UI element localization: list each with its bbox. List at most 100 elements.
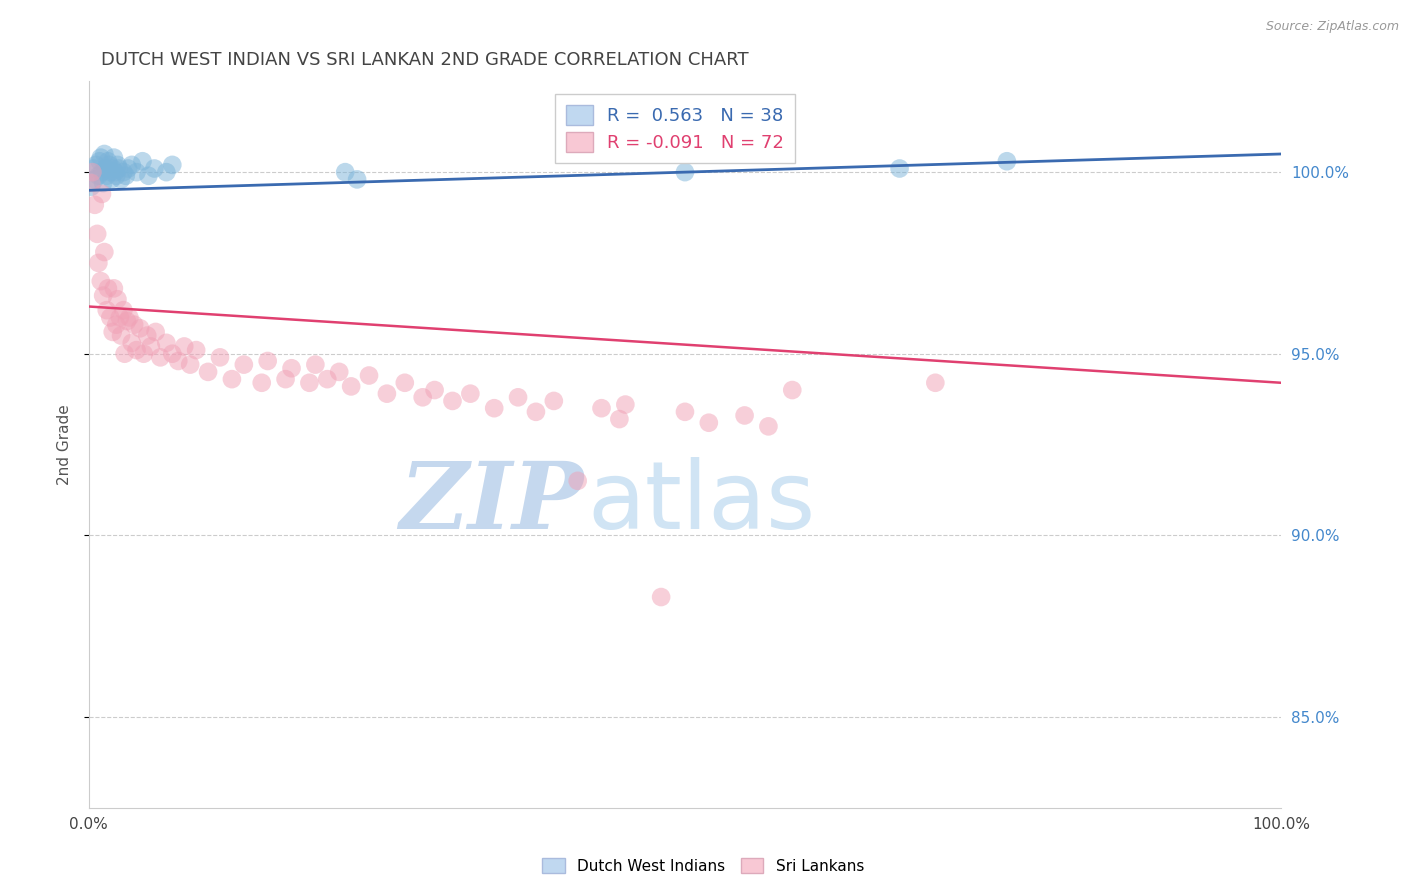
Point — [91, 288, 114, 302]
Point — [114, 347, 136, 361]
Point — [304, 358, 326, 372]
Point — [179, 358, 201, 372]
Point — [105, 318, 128, 332]
Legend: Dutch West Indians, Sri Lankans: Dutch West Indians, Sri Lankans — [536, 852, 870, 880]
Point — [162, 158, 184, 172]
Point — [96, 303, 118, 318]
Point — [186, 343, 208, 357]
Point — [94, 161, 117, 176]
Point — [173, 339, 195, 353]
Point — [335, 165, 357, 179]
Point — [125, 343, 148, 357]
Point — [108, 310, 131, 325]
Point — [145, 325, 167, 339]
Point — [91, 165, 114, 179]
Point — [91, 186, 114, 201]
Point — [441, 393, 464, 408]
Point — [221, 372, 243, 386]
Point — [673, 405, 696, 419]
Text: atlas: atlas — [588, 457, 815, 549]
Legend: R =  0.563   N = 38, R = -0.091   N = 72: R = 0.563 N = 38, R = -0.091 N = 72 — [555, 94, 796, 162]
Point — [110, 328, 132, 343]
Point — [298, 376, 321, 390]
Point — [101, 325, 124, 339]
Point — [591, 401, 613, 416]
Point — [167, 354, 190, 368]
Point — [567, 474, 589, 488]
Point — [697, 416, 720, 430]
Point — [256, 354, 278, 368]
Point — [98, 165, 121, 179]
Point — [780, 383, 803, 397]
Point — [98, 158, 121, 172]
Point — [734, 409, 756, 423]
Point — [112, 165, 135, 179]
Point — [155, 165, 177, 179]
Point — [118, 310, 141, 325]
Text: Source: ZipAtlas.com: Source: ZipAtlas.com — [1265, 20, 1399, 33]
Point — [316, 372, 339, 386]
Point — [84, 158, 107, 172]
Text: DUTCH WEST INDIAN VS SRI LANKAN 2ND GRADE CORRELATION CHART: DUTCH WEST INDIAN VS SRI LANKAN 2ND GRAD… — [101, 51, 748, 69]
Point — [162, 347, 184, 361]
Point — [121, 158, 143, 172]
Point — [650, 590, 672, 604]
Point — [250, 376, 273, 390]
Point — [90, 151, 112, 165]
Point — [110, 172, 132, 186]
Point — [98, 310, 121, 325]
Point — [673, 165, 696, 179]
Point — [80, 179, 103, 194]
Point — [614, 398, 637, 412]
Point — [423, 383, 446, 397]
Point — [609, 412, 631, 426]
Point — [280, 361, 302, 376]
Point — [100, 172, 122, 186]
Point — [758, 419, 780, 434]
Point — [412, 390, 434, 404]
Point — [889, 161, 911, 176]
Point — [93, 245, 115, 260]
Point — [197, 365, 219, 379]
Point — [232, 358, 254, 372]
Point — [131, 154, 153, 169]
Point — [104, 165, 127, 179]
Point — [80, 176, 103, 190]
Point — [103, 281, 125, 295]
Point — [129, 321, 152, 335]
Point — [107, 158, 129, 172]
Point — [346, 172, 368, 186]
Point — [115, 314, 138, 328]
Point — [82, 165, 104, 179]
Point — [91, 176, 114, 190]
Point — [87, 169, 110, 183]
Point — [101, 161, 124, 176]
Point — [121, 335, 143, 350]
Point — [87, 256, 110, 270]
Point — [143, 161, 166, 176]
Point — [83, 161, 105, 176]
Point — [274, 372, 297, 386]
Point — [132, 347, 155, 361]
Point — [328, 365, 350, 379]
Point — [139, 339, 162, 353]
Point — [107, 292, 129, 306]
Point — [83, 172, 105, 186]
Point — [524, 405, 547, 419]
Point — [97, 154, 120, 169]
Point — [506, 390, 529, 404]
Point — [149, 351, 172, 365]
Point — [86, 227, 108, 241]
Point — [995, 154, 1018, 169]
Point — [96, 169, 118, 183]
Point — [117, 161, 139, 176]
Point — [924, 376, 946, 390]
Point — [122, 318, 145, 332]
Point — [107, 161, 129, 176]
Point — [105, 169, 128, 183]
Point — [114, 169, 136, 183]
Point — [93, 147, 115, 161]
Point — [543, 393, 565, 408]
Point — [136, 328, 159, 343]
Point — [97, 281, 120, 295]
